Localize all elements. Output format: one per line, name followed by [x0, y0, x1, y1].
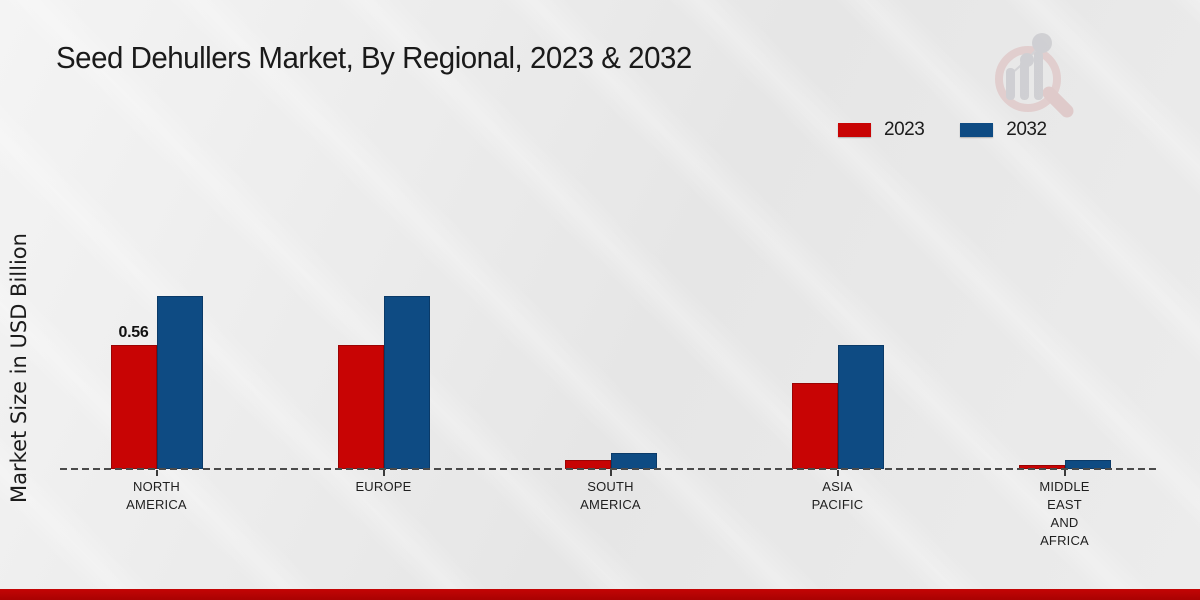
footer-accent-bar	[0, 589, 1200, 600]
y-axis-label: Market Size in USD Billion	[7, 233, 31, 503]
bar-2032-asia-pacific	[837, 345, 884, 469]
axis-tick-europe	[382, 470, 385, 476]
bar-2032-middle-east-and-africa	[1064, 460, 1111, 469]
market-research-future-logo-icon	[995, 33, 1074, 118]
bar-2032-europe	[383, 296, 430, 469]
bar-value-label: 0.56	[118, 324, 149, 341]
category-label-north-america: NORTH AMERICA	[126, 479, 187, 512]
axis-tick-south-america	[609, 470, 612, 476]
category-label-middle-east-and-africa: MIDDLE EAST AND AFRICA	[1039, 479, 1090, 548]
bar-2032-south-america	[610, 453, 657, 469]
bar-2023-asia-pacific	[791, 383, 838, 469]
axis-tick-middle-east-and-africa	[1063, 470, 1066, 476]
chart-title: Seed Dehullers Market, By Regional, 2023…	[56, 40, 692, 75]
bar-2023-middle-east-and-africa	[1018, 465, 1065, 469]
category-label-asia-pacific: ASIA PACIFIC	[811, 479, 864, 512]
axis-tick-asia-pacific	[836, 470, 839, 476]
legend: 2023 2032	[838, 119, 1047, 141]
legend-item-2023: 2023	[838, 119, 925, 141]
category-label-south-america: SOUTH AMERICA	[580, 479, 641, 512]
bar-2023-north-america	[110, 345, 157, 469]
legend-swatch-2023-icon	[838, 123, 871, 137]
legend-swatch-2032-icon	[960, 123, 994, 137]
bar-2023-south-america	[564, 460, 611, 469]
x-axis-baseline	[60, 468, 1156, 470]
legend-label-2032: 2032	[1006, 119, 1047, 140]
legend-label-2023: 2023	[884, 119, 925, 140]
category-label-europe: EUROPE	[355, 479, 412, 494]
bar-2032-north-america	[156, 296, 203, 469]
legend-item-2032: 2032	[960, 119, 1047, 141]
bar-2023-europe	[337, 345, 384, 469]
axis-tick-north-america	[155, 470, 158, 476]
